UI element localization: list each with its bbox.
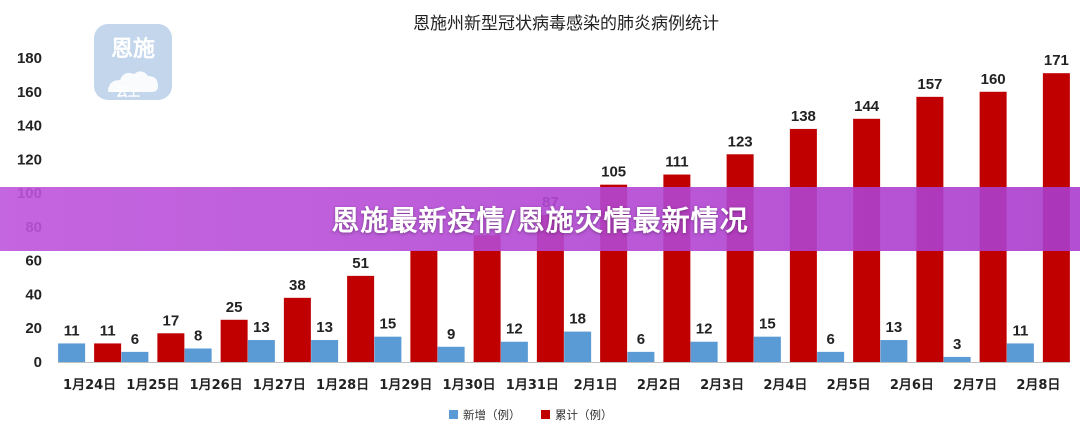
x-tick-label: 1月29日: [379, 378, 432, 393]
x-tick-label: 2月3日: [700, 378, 744, 393]
data-label-new: 15: [759, 316, 776, 333]
bar-total: [410, 250, 438, 362]
x-tick-label: 1月28日: [316, 378, 369, 393]
y-tick-label: 180: [17, 50, 42, 67]
x-tick-label: 1月26日: [190, 378, 243, 393]
data-label-new: 15: [380, 316, 397, 333]
bar-new: [184, 348, 212, 362]
bar-total: [347, 275, 375, 362]
data-label-total: 25: [226, 299, 243, 316]
data-labels: 1111617825133813511591287181056111121231…: [64, 52, 1069, 353]
data-label-total: 11: [100, 322, 116, 339]
bar-new: [880, 340, 908, 362]
data-label-total: 144: [854, 98, 880, 115]
data-label-new: 6: [637, 331, 645, 348]
data-label-new: 12: [696, 321, 713, 338]
bar-new: [58, 343, 86, 362]
bar-new: [374, 336, 402, 362]
legend-swatch-new: [449, 410, 458, 419]
legend-swatch-total: [541, 410, 550, 419]
legend-label-total: 累计（例）: [555, 408, 613, 422]
data-label-new: 11: [1012, 322, 1028, 339]
bar-new: [627, 351, 655, 362]
data-label-total: 105: [601, 164, 626, 181]
y-tick-label: 160: [17, 84, 42, 101]
watermark-bottom-text: 云上: [116, 84, 140, 99]
x-tick-label: 1月31日: [506, 378, 559, 393]
bar-total: [283, 297, 311, 362]
bar-new: [437, 346, 465, 362]
y-tick-label: 120: [17, 151, 42, 168]
watermark-logo: 恩施 云上: [94, 24, 172, 100]
bar-new: [564, 331, 592, 362]
data-label-new: 6: [826, 331, 834, 348]
bar-total: [726, 154, 754, 362]
title-banner: 恩施最新疫情/恩施灾情最新情况: [0, 187, 1080, 251]
data-label-total: 38: [289, 277, 306, 294]
bar-new: [121, 351, 149, 362]
legend-label-new: 新增（例）: [463, 408, 521, 422]
bar-new: [311, 340, 339, 362]
y-tick-label: 20: [25, 320, 42, 337]
bar-new: [1006, 343, 1034, 362]
y-tick-label: 40: [25, 286, 42, 303]
x-tick-label: 2月2日: [637, 378, 681, 393]
bar-new: [817, 351, 845, 362]
data-label-new: 8: [194, 327, 202, 344]
data-label-new: 13: [886, 319, 903, 336]
x-tick-label: 1月25日: [126, 378, 179, 393]
data-label-new: 13: [316, 319, 333, 336]
x-tick-label: 2月4日: [763, 378, 807, 393]
data-label-new: 18: [569, 311, 586, 328]
x-tick-label: 1月24日: [63, 378, 116, 393]
x-tick-label: 1月27日: [253, 378, 306, 393]
bar-total: [220, 319, 248, 362]
bar-new: [690, 341, 718, 362]
x-axis: 1月24日 1月25日 1月26日 1月27日 1月28日 1月29日 1月30日 1月31日…: [58, 362, 1070, 393]
bar-new: [500, 341, 528, 362]
data-label-total: 171: [1044, 52, 1069, 69]
x-tick-label: 2月7日: [953, 378, 997, 393]
watermark-top-text: 恩施: [111, 36, 155, 62]
banner-text: 恩施最新疫情/恩施灾情最新情况: [331, 204, 749, 237]
x-tick-label: 1月30日: [443, 378, 496, 393]
x-tick-label: 2月5日: [827, 378, 871, 393]
x-tick-label: 2月1日: [574, 378, 618, 393]
data-label-new: 11: [64, 322, 80, 339]
bar-new: [247, 340, 275, 362]
data-label-new: 13: [253, 319, 270, 336]
cloud-icon: [108, 71, 158, 92]
y-tick-label: 140: [17, 118, 42, 135]
data-label-new: 9: [447, 326, 455, 343]
legend: 新增（例） 累计（例）: [449, 408, 613, 422]
data-label-total: 160: [981, 71, 1006, 88]
data-label-total: 51: [352, 255, 369, 272]
data-label-new: 12: [506, 321, 523, 338]
y-tick-label: 0: [34, 354, 42, 371]
data-label-total: 123: [728, 133, 753, 150]
x-tick-label: 2月8日: [1016, 378, 1060, 393]
data-label-total: 138: [791, 108, 816, 125]
bar-total: [473, 235, 501, 362]
data-label-new: 3: [953, 336, 961, 353]
bar-new: [943, 356, 971, 362]
bar-new: [753, 336, 781, 362]
y-tick-label: 60: [25, 253, 42, 270]
x-tick-label: 2月6日: [890, 378, 934, 393]
data-label-total: 17: [163, 312, 180, 329]
bar-total: [94, 343, 122, 362]
data-label-new: 6: [131, 331, 139, 348]
data-label-total: 111: [665, 154, 688, 171]
chart-title: 恩施州新型冠状病毒感染的肺炎病例统计: [413, 14, 719, 34]
bar-total: [157, 333, 185, 362]
data-label-total: 157: [917, 76, 942, 93]
